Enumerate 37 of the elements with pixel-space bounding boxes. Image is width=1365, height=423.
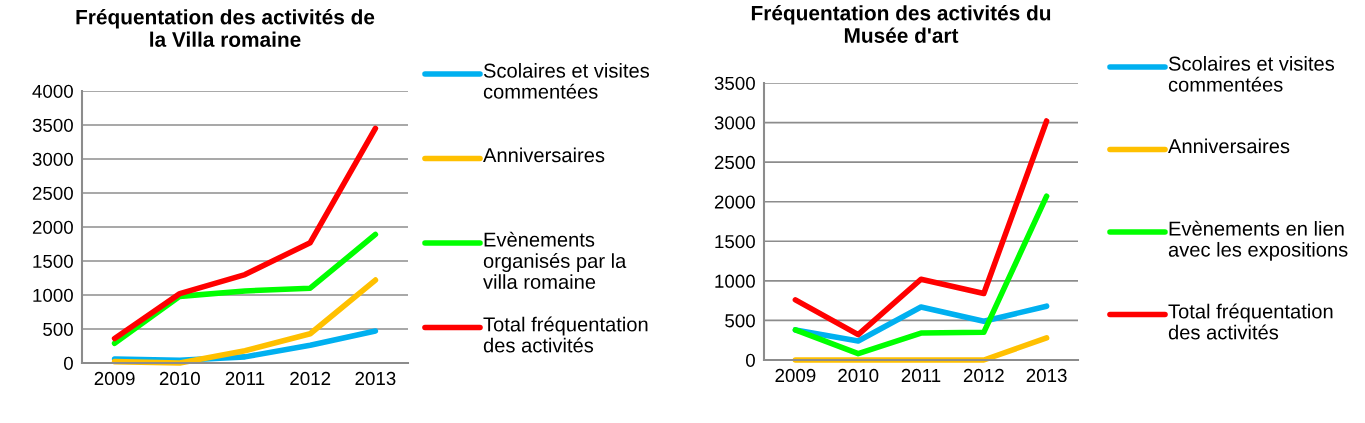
legend-label: Evènements organisés par la villa romaine [483, 231, 627, 289]
chart-title: Fréquentation des activités du Musée d'art [751, 4, 1051, 43]
x-tick-label: 2013 [355, 371, 396, 386]
y-tick-label: 500 [725, 314, 755, 328]
legend-label: Anniversaires [1168, 138, 1290, 154]
x-tick-label: 2010 [159, 371, 200, 386]
x-tick-label: 2010 [838, 368, 879, 383]
y-tick-label: 3000 [32, 152, 73, 166]
x-tick-label: 2012 [963, 368, 1004, 383]
y-tick-label: 2500 [714, 155, 755, 170]
legend-label: Total fréquentation des activités [1168, 303, 1333, 340]
y-tick-label: 1000 [33, 288, 73, 302]
y-tick-label: 1000 [715, 274, 755, 288]
legend-label: Scolaires et visites commentées [483, 63, 650, 99]
y-tick-label: 3500 [714, 76, 755, 90]
y-tick-label: 3500 [32, 118, 73, 132]
y-tick-label: 1500 [715, 234, 755, 249]
y-tick-label: 0 [745, 353, 755, 367]
x-tick-label: 2009 [775, 368, 816, 383]
x-tick-label: 2011 [225, 371, 265, 386]
legend-label: Scolaires et visites commentées [1168, 56, 1335, 92]
chart-title: Fréquentation des activités de la Villa romaine [76, 8, 375, 47]
legend-label: Total fréquentation des activités [483, 316, 648, 353]
y-tick-label: 2000 [32, 220, 73, 234]
y-tick-label: 0 [63, 356, 73, 370]
x-tick-label: 2011 [901, 368, 941, 383]
legend-label: Evènements en lien avec les expositions [1168, 220, 1348, 261]
y-tick-label: 2500 [32, 186, 73, 200]
legend-label: Anniversaires [483, 147, 605, 163]
y-tick-label: 1500 [33, 254, 73, 268]
x-tick-label: 2012 [290, 371, 331, 386]
y-tick-label: 500 [43, 322, 73, 336]
y-tick-label: 3000 [714, 116, 755, 130]
x-tick-label: 2009 [94, 371, 135, 386]
y-tick-label: 4000 [32, 84, 73, 98]
x-tick-label: 2013 [1026, 368, 1067, 383]
y-tick-label: 2000 [714, 195, 755, 209]
